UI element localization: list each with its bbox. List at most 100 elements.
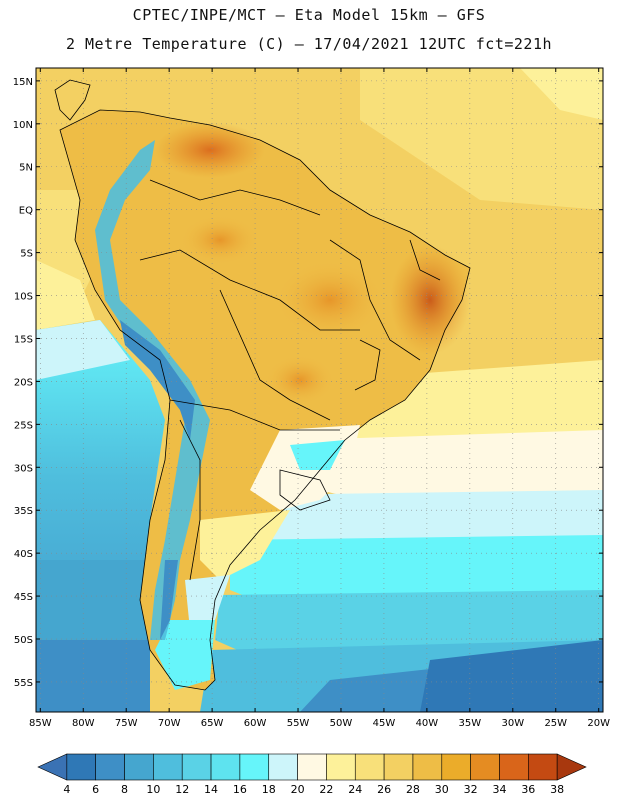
lat-tick-label: 50S xyxy=(14,635,33,646)
colorbar-arrow-low xyxy=(37,753,68,781)
lon-tick-label: 65W xyxy=(201,718,224,729)
lat-tick-label: 20S xyxy=(14,377,33,388)
lon-tick-label: 30W xyxy=(501,718,524,729)
lat-tick-label: 30S xyxy=(14,463,33,474)
field-pacific-light2 xyxy=(36,320,130,380)
border-chile-argentina xyxy=(179,419,201,581)
colorbar-swatch xyxy=(124,753,154,781)
continent-fill xyxy=(60,110,470,690)
lon-tick-label: 70W xyxy=(158,718,181,729)
colorbar-swatch xyxy=(153,753,183,781)
lon-tick-label: 80W xyxy=(72,718,95,729)
lat-tick-label: 45S xyxy=(14,592,33,603)
colorbar-swatch xyxy=(268,753,298,781)
lat-tick-label: 15S xyxy=(14,334,33,345)
land-pampas xyxy=(200,510,290,580)
andes-south-cold xyxy=(160,560,178,640)
colorbar-swatch xyxy=(499,753,529,781)
lon-tick-label: 25W xyxy=(544,718,567,729)
lat-tick-label: 35S xyxy=(14,506,33,517)
field-layer xyxy=(36,68,603,712)
border-brazil-states2 xyxy=(354,339,381,391)
lon-tick-label: 75W xyxy=(115,718,138,729)
field-pacific-deeper xyxy=(36,640,150,712)
land-patagonia-north xyxy=(185,575,230,630)
lat-tick-label: 55S xyxy=(14,678,33,689)
colorbar-swatch xyxy=(66,753,96,781)
colorbar-label: 34 xyxy=(492,783,506,796)
colorbar-label: 32 xyxy=(464,783,478,796)
colorbar-swatch xyxy=(470,753,500,781)
colorbar-label: 12 xyxy=(175,783,189,796)
colorbar-swatch xyxy=(210,753,241,781)
colorbar-label: 4 xyxy=(63,783,70,796)
warm-central-brazil xyxy=(275,260,385,340)
border-amazon-north xyxy=(149,179,321,216)
lon-tick-label: 50W xyxy=(330,718,353,729)
hot-northeast-brazil xyxy=(390,245,470,355)
colorbar-label: 36 xyxy=(521,783,535,796)
colorbar-label: 6 xyxy=(92,783,99,796)
lon-tick-label: 40W xyxy=(416,718,439,729)
field-atlantic-ne xyxy=(520,68,603,120)
colorbar-swatch xyxy=(441,753,471,781)
map-frame xyxy=(35,67,604,713)
colorbar-label: 28 xyxy=(406,783,420,796)
colorbar-label: 10 xyxy=(146,783,160,796)
lat-tick-label: 5S xyxy=(20,249,33,260)
lon-tick-label: 55W xyxy=(287,718,310,729)
lat-tick-label: 40S xyxy=(14,549,33,560)
border-brazil-states3 xyxy=(409,239,441,281)
lat-tick-label: 25S xyxy=(14,420,33,431)
coastline-continent xyxy=(59,109,471,691)
andes-cold xyxy=(95,140,210,640)
colorbar-label: 14 xyxy=(204,783,218,796)
colorbar-swatch xyxy=(528,753,558,781)
land-cool-rio-grande xyxy=(290,440,345,470)
lon-tick-label: 60W xyxy=(244,718,267,729)
colorbar-label: 20 xyxy=(291,783,305,796)
lat-tick-label: EQ xyxy=(19,206,33,217)
colorbar-swatch xyxy=(181,753,212,781)
colorbar-label: 26 xyxy=(377,783,391,796)
colorbar-swatch xyxy=(239,753,270,781)
land-patagonia-south xyxy=(155,620,215,690)
colorbar-label: 8 xyxy=(121,783,128,796)
country-borders xyxy=(54,79,471,691)
lat-tick-label: 10S xyxy=(14,292,33,303)
colorbar-label: 22 xyxy=(319,783,333,796)
border-brazil-states xyxy=(329,239,421,361)
colorbar-label: 38 xyxy=(550,783,564,796)
colorbar-swatch xyxy=(297,753,327,781)
colorbar-swatch xyxy=(412,753,443,781)
lat-tick-label: 15N xyxy=(13,77,33,88)
lat-tick-label: 10N xyxy=(13,120,33,131)
colorbar-arrow-high xyxy=(556,753,587,781)
andes-colder xyxy=(120,320,195,440)
colorbar-swatch xyxy=(95,753,125,781)
colorbar: 4 6 8 10 12 14 16 18 20 22 24 26 28 30 32 34 36 38 xyxy=(37,753,587,796)
warm-mato-grosso xyxy=(265,355,335,405)
map-title-line1: CPTEC/INPE/MCT – Eta Model 15km – GFS xyxy=(132,6,486,24)
colorbar-swatch xyxy=(326,753,356,781)
border-bolivia xyxy=(219,289,331,421)
axis-ticks: 15N 10N 5N EQ 5S 10S 15S 20S 25S 30S 35S 40S 45S 50S 5… xyxy=(13,68,610,729)
colorbar-swatch xyxy=(383,753,414,781)
lon-tick-label: 85W xyxy=(29,718,52,729)
lat-tick-label: 5N xyxy=(19,163,33,174)
warm-amazon xyxy=(180,215,260,265)
lon-tick-label: 35W xyxy=(459,718,482,729)
lon-tick-label: 45W xyxy=(373,718,396,729)
field-band-6 xyxy=(420,640,603,712)
lon-tick-label: 20W xyxy=(587,718,610,729)
field-pacific-light xyxy=(36,260,95,330)
colorbar-label: 18 xyxy=(262,783,276,796)
colorbar-label: 16 xyxy=(233,783,247,796)
border-peru-brazil xyxy=(139,249,360,331)
colorbar-label: 30 xyxy=(435,783,449,796)
colorbar-label: 24 xyxy=(348,783,362,796)
border-paraguay xyxy=(169,399,340,431)
hot-venezuela xyxy=(155,122,265,178)
border-uruguay xyxy=(279,469,331,511)
